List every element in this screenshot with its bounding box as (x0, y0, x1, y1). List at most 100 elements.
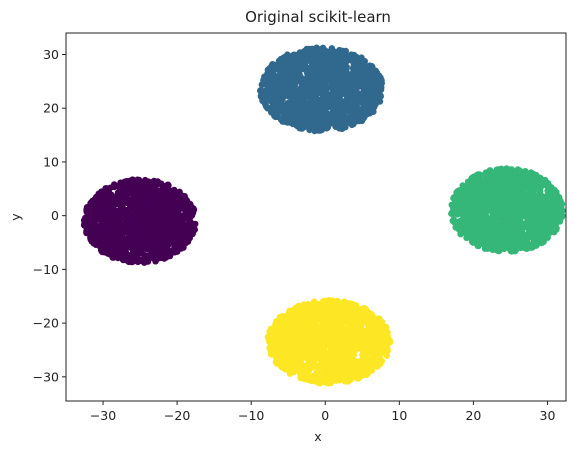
scatter-point (113, 239, 121, 246)
scatter-point (503, 199, 510, 206)
scatter-point (488, 231, 495, 238)
scatter-point (532, 203, 540, 211)
scatter-point (505, 185, 512, 193)
scatter-point (314, 50, 321, 57)
scatter-point (325, 65, 333, 73)
scatter-point (172, 198, 179, 205)
scatter-point (119, 212, 126, 219)
scatter-point (348, 85, 355, 93)
scatter-point (348, 51, 355, 58)
scatter-point (320, 113, 327, 121)
scatter-point (150, 218, 157, 225)
scatter-point (353, 65, 360, 73)
scatter-point (288, 107, 296, 114)
scatter-point (301, 121, 309, 128)
scatter-point (345, 71, 352, 78)
scatter-point (315, 117, 322, 124)
scatter-point (316, 76, 324, 84)
scatter-point (111, 183, 118, 191)
scatter-point (525, 227, 533, 235)
scatter-point (520, 233, 527, 241)
scatter-point (367, 104, 374, 111)
scatter-point (123, 253, 130, 261)
scatter-point (127, 231, 134, 238)
scatter-point (471, 211, 479, 218)
scatter-point (550, 201, 557, 209)
scatter-point (332, 57, 339, 65)
scatter-point (142, 181, 149, 189)
scatter-point (483, 238, 490, 246)
scatter-point (94, 229, 102, 236)
scatter-point (516, 167, 523, 174)
scatter-point (299, 76, 306, 83)
scatter-point (109, 221, 116, 229)
scatter-point (145, 253, 152, 260)
scatter-point (525, 233, 532, 241)
scatter-point (318, 67, 326, 75)
scatter-point (544, 209, 552, 216)
scatter-point (117, 201, 124, 209)
scatter-point (272, 73, 280, 80)
scatter-point (94, 240, 101, 248)
scatter-point (266, 65, 273, 72)
scatter-point (86, 225, 93, 232)
scatter-point (356, 94, 363, 101)
scatter-point (178, 200, 185, 208)
scatter-point (320, 106, 327, 114)
scatter-point (476, 171, 484, 179)
scatter-point (347, 91, 354, 99)
scatter-point (180, 212, 188, 219)
scatter-point (344, 56, 351, 64)
scatter-point (135, 199, 142, 206)
scatter-point (498, 210, 506, 217)
scatter-point (503, 175, 511, 182)
scatter-point (129, 196, 136, 203)
scatter-point (514, 185, 522, 192)
scatter-point (339, 124, 347, 132)
scatter-point (338, 102, 345, 110)
scatter-point (322, 100, 329, 107)
scatter-point (482, 172, 489, 180)
scatter-point (501, 238, 509, 245)
scatter-point (550, 191, 558, 198)
scatter-point (464, 178, 472, 186)
scatter-point (326, 52, 333, 59)
scatter-point (508, 170, 515, 177)
scatter-point (154, 254, 162, 261)
scatter-point (287, 119, 294, 126)
cluster-3 (264, 296, 394, 387)
scatter-point (140, 232, 148, 240)
scatter-point (175, 191, 182, 198)
scatter-point (114, 254, 122, 262)
scatter-point (187, 200, 194, 208)
scatter-point (517, 208, 524, 216)
scatter-point (257, 86, 265, 94)
scatter-point (367, 84, 374, 91)
scatter-point (365, 76, 372, 84)
scatter-point (319, 85, 327, 93)
scatter-point (516, 221, 523, 228)
scatter-point (329, 110, 336, 117)
scatter-point (499, 228, 507, 235)
scatter-point (527, 188, 535, 196)
scatter-point (174, 216, 181, 223)
scatter-point (333, 123, 340, 131)
scatter-point (185, 222, 192, 230)
scatter-point (137, 248, 145, 255)
scatter-point (287, 80, 295, 87)
scatter-point (175, 245, 182, 253)
scatter-point (189, 228, 196, 236)
scatter-point (477, 203, 485, 210)
scatter-point (152, 245, 159, 252)
scatter-point (457, 187, 464, 194)
scatter-point (119, 195, 126, 202)
cluster-1 (257, 44, 385, 135)
scatter-point (288, 88, 295, 96)
scatter-point (154, 178, 161, 185)
scatter-point (359, 89, 366, 97)
scatter-point (549, 223, 557, 230)
scatter-point (347, 113, 354, 120)
scatter-point (524, 209, 532, 216)
scatter-point (290, 98, 297, 105)
scatter-point (468, 236, 476, 243)
